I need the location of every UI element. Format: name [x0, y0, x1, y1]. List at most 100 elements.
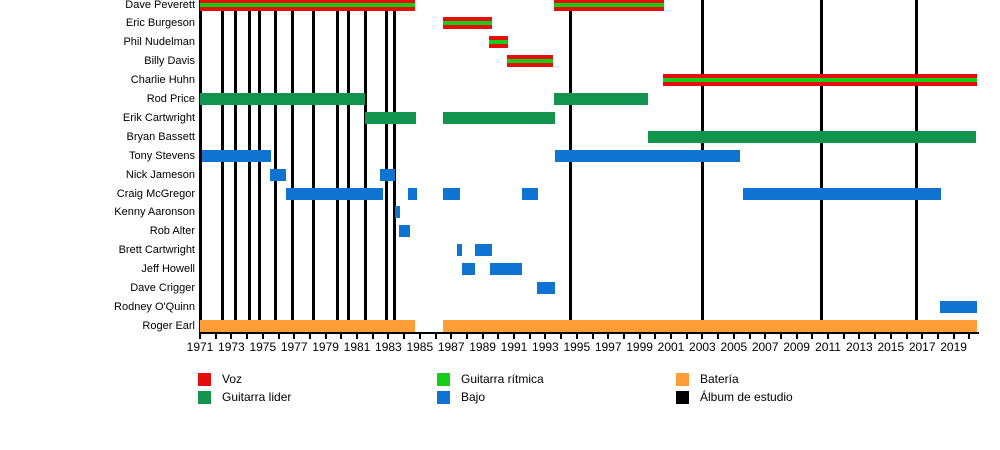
x-axis-tick	[560, 334, 563, 339]
x-axis-tick	[544, 334, 547, 339]
x-axis-tick-label: 2019	[940, 340, 967, 354]
member-period-bar	[408, 187, 417, 200]
studio-album-line	[346, 0, 350, 333]
legend-label: Voz	[222, 372, 243, 386]
studio-album-line	[233, 0, 237, 333]
x-axis-tick	[356, 334, 358, 339]
x-axis-tick-label: 2009	[783, 340, 810, 354]
x-axis-tick	[246, 334, 249, 339]
member-period-bar	[662, 74, 977, 87]
x-axis-tick	[528, 334, 531, 339]
x-axis-tick	[513, 334, 515, 339]
member-period-bar	[489, 36, 509, 49]
x-axis-tick-label: 1973	[218, 340, 245, 354]
x-axis-tick	[968, 334, 971, 339]
studio-album-line	[915, 0, 919, 333]
x-axis-tick-label: 1975	[249, 340, 277, 354]
x-axis-tick	[795, 334, 798, 339]
x-axis-tick-label: 1977	[280, 340, 308, 354]
x-axis-tick	[308, 334, 311, 339]
legend-item: Guitarra lider	[198, 390, 291, 404]
studio-album-line	[820, 0, 824, 333]
member-period-bar	[443, 17, 492, 30]
legend-color-swatch	[437, 372, 450, 386]
member-label: Roger Earl	[142, 319, 195, 332]
legend-item: Álbum de estudio	[676, 390, 793, 404]
x-axis-tick	[811, 334, 814, 339]
member-period-bar	[939, 300, 977, 313]
member-period-bar	[554, 93, 648, 105]
x-axis-tick	[952, 334, 955, 339]
member-label: Bryan Bassett	[126, 130, 195, 143]
legend-item: Voz	[198, 372, 242, 386]
member-period-bar	[200, 319, 416, 332]
studio-album-line	[290, 0, 294, 333]
x-axis-tick-label: 2013	[846, 340, 873, 354]
x-axis-tick	[403, 334, 406, 339]
x-axis-tick	[591, 334, 594, 339]
x-axis-tick	[261, 334, 264, 339]
x-axis-tick	[858, 334, 861, 339]
x-axis-tick-label: 1985	[406, 340, 434, 354]
axis-left-spine	[198, 0, 202, 333]
x-axis-tick	[293, 334, 296, 339]
member-label: Kenny Aaronson	[114, 206, 195, 219]
member-period-bar	[742, 187, 941, 200]
x-axis-tick	[842, 334, 845, 339]
x-axis-tick	[465, 334, 468, 339]
x-axis-tick	[340, 334, 343, 339]
member-period-bar	[554, 0, 664, 11]
member-period-bar	[475, 244, 493, 257]
x-axis-tick	[324, 334, 327, 339]
x-axis-tick-label: 1991	[500, 340, 528, 354]
x-axis-tick	[905, 334, 908, 339]
legend-color-swatch	[198, 390, 211, 404]
member-label: Brett Cartwright	[118, 244, 195, 257]
member-label: Craig McGregor	[116, 187, 195, 200]
x-axis-tick	[418, 334, 421, 339]
x-axis-tick-label: 1989	[469, 340, 496, 354]
legend-label: Guitarra lider	[222, 390, 292, 404]
x-axis-tick-label: 1981	[343, 340, 371, 354]
x-axis-tick	[481, 334, 484, 339]
member-period-bar	[457, 244, 463, 257]
member-period-bar	[200, 93, 365, 105]
x-axis-tick-label: 1979	[312, 340, 339, 354]
member-label: Billy Davis	[144, 55, 195, 68]
x-axis-tick-label: 1983	[375, 340, 402, 354]
x-axis-tick	[889, 334, 892, 339]
x-axis-tick	[779, 334, 782, 339]
member-period-bar	[489, 263, 522, 276]
x-axis-tick-label: 1971	[186, 340, 214, 354]
member-period-bar	[270, 168, 287, 181]
member-period-bar	[443, 319, 977, 332]
member-label: Dave Crigger	[130, 282, 195, 294]
x-axis-tick-label: 1999	[626, 340, 653, 354]
legend-label: Álbum de estudio	[700, 390, 793, 404]
member-label: Jeff Howell	[141, 263, 195, 276]
x-axis-tick-label: 1993	[532, 340, 559, 354]
x-axis-tick-label: 2017	[908, 340, 936, 354]
x-axis-tick-label: 2003	[689, 340, 716, 354]
member-label: Dave Peverett	[125, 0, 195, 11]
x-axis-tick	[497, 334, 500, 339]
member-label: Tony Stevens	[128, 149, 195, 162]
member-label: Charlie Huhn	[130, 74, 195, 87]
x-axis-tick-label: 2015	[877, 340, 905, 354]
legend-item: Bajo	[437, 390, 485, 404]
x-axis-tick	[638, 334, 641, 339]
member-period-bar	[379, 168, 395, 181]
studio-album-line	[221, 0, 225, 333]
x-axis-tick	[748, 334, 751, 339]
x-axis-tick	[921, 334, 924, 339]
member-period-bar	[365, 111, 417, 124]
x-axis-tick	[622, 334, 625, 339]
member-label: Rob Alter	[149, 225, 195, 238]
studio-album-line	[248, 0, 252, 333]
x-axis-tick	[670, 334, 672, 339]
x-axis-tick-label: 1995	[563, 340, 591, 354]
member-period-bar	[399, 225, 411, 238]
x-axis-tick	[575, 334, 578, 339]
x-axis-tick-label: 2005	[720, 340, 748, 354]
